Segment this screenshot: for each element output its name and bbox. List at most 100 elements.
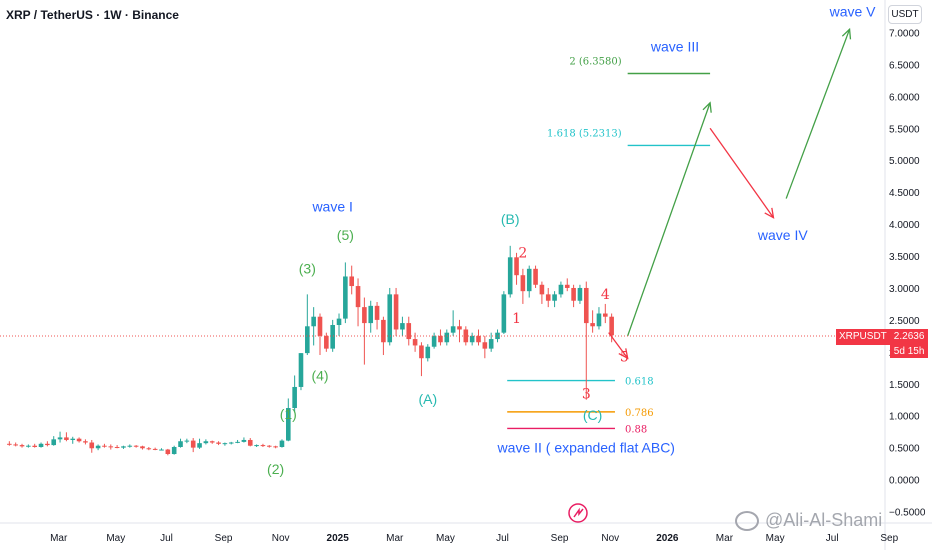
candle-body — [228, 442, 234, 444]
candle-body — [241, 439, 247, 442]
candle-body — [178, 441, 183, 447]
y-tick-label: 5.0000 — [889, 156, 920, 167]
candle-body — [482, 342, 488, 349]
projection-arrow-head — [764, 207, 775, 219]
candle-body — [431, 335, 437, 347]
candle-body — [514, 257, 519, 276]
candle-body — [374, 305, 380, 320]
candle-body — [609, 316, 614, 336]
candle-body — [450, 326, 456, 333]
wave-label: wave II ( expanded flat ABC) — [497, 440, 675, 456]
y-tick-label: 6.5000 — [889, 60, 920, 71]
logo-icon[interactable] — [568, 503, 588, 523]
candle-body — [501, 294, 507, 333]
y-tick-label: 3.0000 — [889, 284, 920, 295]
y-tick-label: 1.5000 — [889, 380, 920, 391]
candle-body — [159, 449, 164, 451]
candle-body — [393, 294, 399, 330]
wave-label: wave I — [311, 198, 352, 214]
candle-body — [45, 443, 50, 446]
x-tick-label: May — [766, 533, 785, 544]
price-tag: XRPUSDT 2.2636 5d 15h — [836, 329, 929, 358]
candle-body — [545, 294, 551, 301]
candle-body — [564, 284, 570, 288]
candle-body — [13, 444, 18, 446]
candle-body — [438, 335, 443, 343]
projection-arrow — [709, 127, 775, 219]
wave-label: (3) — [299, 260, 316, 276]
candle-body — [539, 284, 545, 295]
candle-body — [133, 445, 139, 447]
candle-body — [330, 325, 335, 349]
x-tick-label: Nov — [272, 533, 290, 544]
currency-button[interactable]: USDT — [888, 5, 922, 24]
symbol-title: XRP / TetherUS · 1W · Binance — [6, 8, 179, 22]
level-label: 0.88 — [625, 424, 647, 435]
y-tick-label: 2.5000 — [889, 316, 920, 327]
candle-body — [70, 438, 76, 440]
candle-body — [279, 440, 285, 447]
candle-body — [286, 408, 291, 441]
candle-body — [165, 449, 171, 455]
x-tick-label: Sep — [215, 533, 233, 544]
candle-body — [254, 445, 259, 447]
candle-body — [495, 332, 500, 340]
candle-body — [114, 446, 120, 448]
candle-body — [7, 443, 12, 445]
candle-body — [298, 353, 304, 387]
wave-label: (B) — [501, 211, 520, 227]
candle-body — [583, 287, 589, 324]
candle-body — [184, 440, 190, 442]
wave-label: 4 — [601, 287, 610, 303]
projection-arrow-head — [702, 101, 712, 113]
candle-body — [57, 437, 63, 440]
y-tick-label: 4.5000 — [889, 188, 920, 199]
candle-body — [83, 441, 88, 443]
candle-body — [305, 326, 310, 354]
wave-label: 5 — [620, 349, 629, 365]
candle-body — [266, 445, 272, 447]
candle-body — [247, 439, 253, 446]
watermark-text: @Ali-Al-Shami — [765, 510, 883, 530]
x-tick-label: Sep — [880, 533, 898, 544]
price-tag-countdown: 5d 15h — [889, 345, 929, 358]
candle-body — [355, 286, 361, 308]
candle-body — [171, 446, 177, 455]
x-tick-label: May — [436, 533, 455, 544]
wave-label: 1 — [512, 311, 521, 327]
x-tick-label: Mar — [50, 533, 68, 544]
candle-body — [140, 446, 145, 449]
candle-body — [89, 442, 95, 449]
candle-body — [526, 268, 532, 292]
projection-arrow — [608, 332, 629, 359]
projection-arrows — [608, 27, 852, 360]
y-tick-label: 0.0000 — [889, 476, 920, 487]
candle-body — [425, 346, 431, 359]
candle-body — [457, 326, 462, 330]
x-tick-label: 2025 — [327, 533, 350, 544]
projection-arrow — [785, 29, 851, 199]
candle-body — [38, 443, 44, 447]
wave-label: 3 — [582, 386, 591, 402]
candle-body — [317, 316, 323, 336]
wave-label: (C) — [583, 407, 602, 423]
wave-label: (5) — [337, 227, 354, 243]
candle-body — [349, 276, 354, 287]
candle-body — [324, 335, 329, 349]
candle-body — [190, 440, 196, 448]
candle-body — [64, 437, 69, 440]
y-tick-label: 0.5000 — [889, 444, 920, 455]
candle-body — [26, 445, 31, 447]
candle-body — [95, 445, 101, 449]
candle-body — [444, 332, 450, 343]
x-tick-label: Jul — [826, 533, 839, 544]
level-label: 2 (6.3580) — [569, 57, 621, 68]
x-tick-label: Mar — [716, 533, 734, 544]
x-tick-label: Nov — [601, 533, 619, 544]
candle-body — [603, 313, 608, 317]
candle-body — [406, 323, 412, 340]
candle-body — [412, 339, 418, 346]
candle-body — [577, 287, 583, 301]
